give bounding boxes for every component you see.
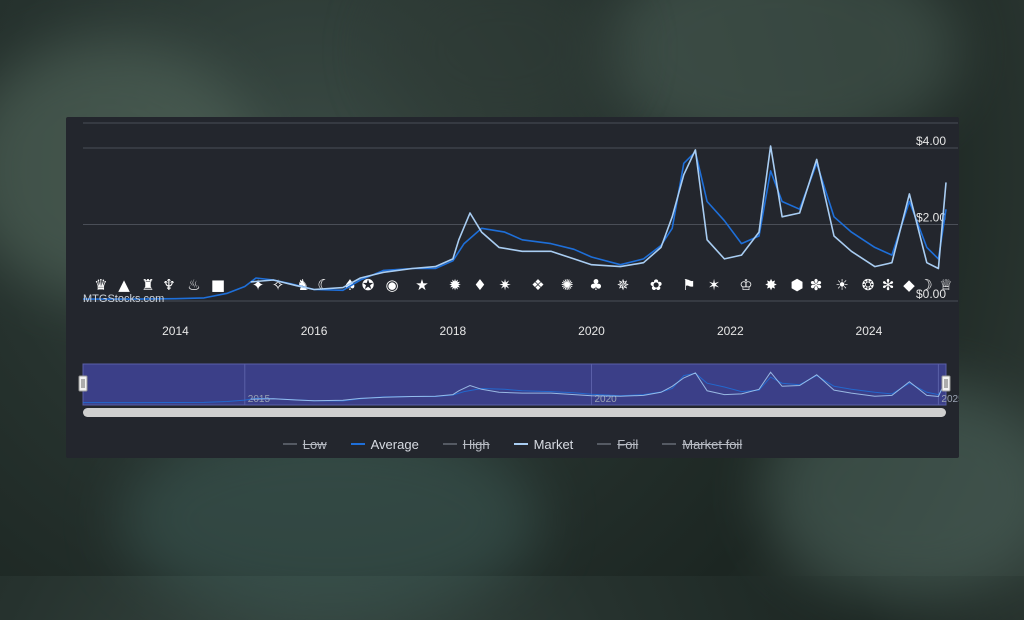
x-tick-label: 2022	[717, 324, 744, 338]
flame-icon[interactable]: ✵	[617, 276, 630, 294]
price-chart-panel: $0.00 $2.00 $4.00 ♛ ▲ ♜ ♆ ♨ ■ ✦ ✧ ♞ ☾ ♠ ✪ ◉ ★ ✹ ♦ ✷ ❖ ✺ ♣ ✵ ✿ ⚑ ✶…	[66, 117, 959, 458]
x-tick-label: 2016	[301, 324, 328, 338]
hammer-icon[interactable]: ✪	[362, 276, 375, 294]
shield-icon[interactable]: ◆	[903, 276, 915, 294]
series-market-line[interactable]	[250, 145, 947, 291]
navigator-selection[interactable]	[82, 363, 947, 406]
navigator-scrollbar[interactable]	[83, 408, 946, 417]
x-axis-labels: 2014 2016 2018 2020 2022 2024	[162, 324, 882, 338]
eye-icon[interactable]: ◉	[385, 276, 398, 294]
claw-icon[interactable]: ✻	[882, 276, 895, 294]
x-tick-label: 2014	[162, 324, 189, 338]
navigator-right-handle[interactable]	[941, 375, 951, 392]
star-icon[interactable]: ❂	[862, 276, 875, 294]
y-tick-label: $0.00	[916, 287, 946, 301]
star-icon[interactable]: ★	[415, 276, 428, 294]
horns-icon[interactable]: ⬢	[790, 276, 803, 294]
swirl-icon[interactable]: ✧	[272, 276, 285, 294]
legend-label: High	[462, 436, 490, 452]
legend-swatch	[662, 443, 677, 445]
legend-label: Foil	[617, 436, 639, 452]
legend-item-high[interactable]: High	[442, 436, 490, 452]
planeswalker-icon[interactable]: ✷	[499, 276, 512, 294]
legend-swatch	[597, 443, 612, 445]
mountain-icon[interactable]: ▲	[118, 276, 130, 294]
horns-icon[interactable]: ♠	[343, 276, 356, 294]
chart-legend: Low Average High Market Foil Market foil	[66, 434, 959, 454]
trident-icon[interactable]: ♣	[589, 276, 602, 294]
dragon-icon[interactable]: ♔	[739, 276, 752, 294]
moon-icon[interactable]: ✸	[765, 276, 778, 294]
legend-item-market-foil[interactable]: Market foil	[662, 437, 742, 452]
legend-label: Market	[533, 436, 574, 452]
legend-swatch	[442, 443, 457, 445]
swirl-icon[interactable]: ✶	[708, 276, 721, 294]
navigator-series-market-line	[250, 371, 947, 402]
legend-label: Average	[370, 436, 419, 452]
legend-swatch	[513, 443, 528, 445]
x-tick-label: 2018	[440, 324, 467, 338]
navigator-label: 2025	[941, 394, 959, 405]
chart-credits[interactable]: MTGStocks.com	[83, 293, 164, 305]
trident-icon[interactable]: ♆	[162, 276, 175, 294]
legend-item-low[interactable]: Low	[282, 436, 327, 452]
x-tick-label: 2024	[856, 324, 883, 338]
legend-item-foil[interactable]: Foil	[597, 437, 638, 452]
y-axis-labels: $0.00 $2.00 $4.00	[916, 134, 946, 301]
price-chart[interactable]: $0.00$2.00$4.00 ♛ ▲ ♜ ♆ ♨ ■ ✦ ✧ ♞ ☾ ♠ ✪ ◉ ★ ✹ ♦ ✷ ❖ ✺ ♣ ✵ ✿ ⚑ ✶…	[66, 117, 959, 458]
shuriken-icon[interactable]: ⚑	[682, 276, 695, 294]
flame-icon[interactable]: ♨	[187, 276, 200, 294]
hammer-icon[interactable]: ✽	[810, 276, 823, 294]
x-tick-label: 2020	[578, 324, 605, 338]
legend-item-average[interactable]: Average	[350, 436, 419, 452]
dragon-icon[interactable]: ♞	[296, 276, 309, 294]
y-tick-label: $2.00	[916, 210, 946, 224]
navigator-left-handle[interactable]	[78, 375, 88, 392]
legend-swatch	[350, 443, 365, 445]
claw-icon[interactable]: ✹	[449, 276, 462, 294]
range-navigator: 201520202025	[78, 363, 959, 417]
m15-icon[interactable]: ■	[211, 276, 225, 294]
moon-icon[interactable]: ☾	[317, 276, 330, 294]
mountain-icon[interactable]: ♕	[939, 276, 952, 294]
y-tick-label: $4.00	[916, 134, 946, 148]
shield-icon[interactable]: ♦	[473, 276, 486, 294]
navigator-label: 2020	[594, 394, 617, 405]
crown-icon[interactable]: ✺	[561, 276, 574, 294]
planeswalker-icon[interactable]: ☽	[919, 276, 932, 294]
crown-icon[interactable]: ♜	[141, 276, 154, 294]
series-layer	[83, 145, 947, 300]
eye-icon[interactable]: ☀	[835, 276, 848, 294]
mountain-icon[interactable]: ❖	[531, 276, 544, 294]
background-blob	[380, 0, 620, 140]
legend-swatch	[282, 443, 297, 445]
legend-item-market[interactable]: Market	[513, 436, 574, 452]
set-release-icons: ♛▲♜♆♨■✦✧♞☾♠✪◉★✹♦✷❖✺♣✵✿⚑✶♔✸⬢✽☀❂✻◆☽♕✼❁	[94, 276, 952, 294]
chart-grid	[83, 122, 958, 302]
m15-icon[interactable]: ✿	[650, 276, 663, 294]
legend-label: Low	[302, 436, 327, 452]
legend-label: Market foil	[682, 436, 743, 452]
planeswalker-icon[interactable]: ♛	[94, 276, 107, 294]
